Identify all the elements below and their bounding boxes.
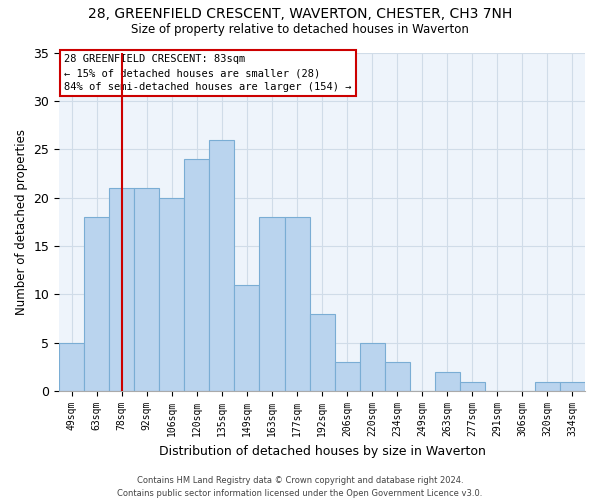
Text: Contains HM Land Registry data © Crown copyright and database right 2024.
Contai: Contains HM Land Registry data © Crown c… xyxy=(118,476,482,498)
Bar xyxy=(109,188,134,391)
Bar xyxy=(59,343,84,391)
Bar xyxy=(310,314,335,391)
Bar xyxy=(460,382,485,391)
Bar xyxy=(335,362,359,391)
Bar xyxy=(235,284,259,391)
Bar xyxy=(359,343,385,391)
Bar xyxy=(160,198,184,391)
Y-axis label: Number of detached properties: Number of detached properties xyxy=(15,129,28,315)
Bar xyxy=(435,372,460,391)
Bar xyxy=(560,382,585,391)
Bar xyxy=(209,140,235,391)
Text: 28, GREENFIELD CRESCENT, WAVERTON, CHESTER, CH3 7NH: 28, GREENFIELD CRESCENT, WAVERTON, CHEST… xyxy=(88,8,512,22)
X-axis label: Distribution of detached houses by size in Waverton: Distribution of detached houses by size … xyxy=(158,444,485,458)
Text: Size of property relative to detached houses in Waverton: Size of property relative to detached ho… xyxy=(131,22,469,36)
Bar xyxy=(284,217,310,391)
Bar xyxy=(259,217,284,391)
Bar xyxy=(535,382,560,391)
Bar xyxy=(184,159,209,391)
Bar xyxy=(84,217,109,391)
Text: 28 GREENFIELD CRESCENT: 83sqm
← 15% of detached houses are smaller (28)
84% of s: 28 GREENFIELD CRESCENT: 83sqm ← 15% of d… xyxy=(64,54,352,92)
Bar xyxy=(385,362,410,391)
Bar xyxy=(134,188,160,391)
